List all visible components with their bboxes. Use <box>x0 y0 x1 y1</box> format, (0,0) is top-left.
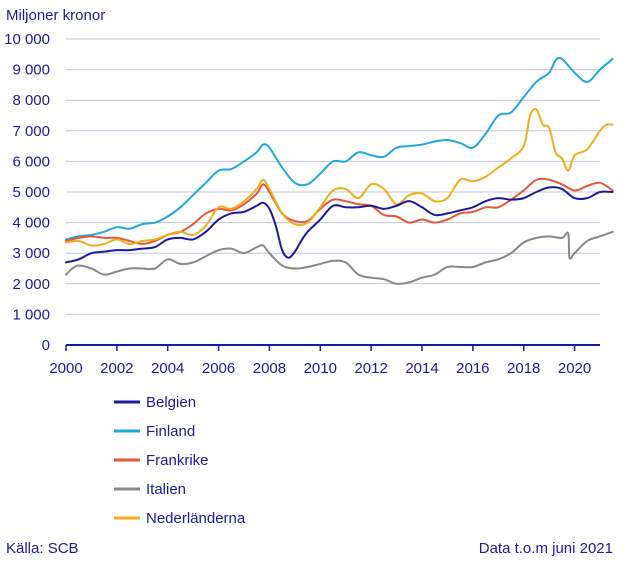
data-note: Data t.o.m juni 2021 <box>479 540 613 557</box>
y-axis-title: Miljoner kronor <box>6 7 105 24</box>
x-tick-label: 2020 <box>558 360 591 377</box>
series-line-finland <box>65 56 614 241</box>
y-tick-label: 1 000 <box>12 306 50 323</box>
series-line-italien <box>65 230 614 285</box>
y-tick-label: 7 000 <box>12 123 50 140</box>
y-tick-label: 8 000 <box>12 92 50 109</box>
legend-label-italien: Italien <box>146 481 186 498</box>
legend-label-frankrike: Frankrike <box>146 452 209 469</box>
y-tick-label: 6 000 <box>12 153 50 170</box>
y-tick-label: 4 000 <box>12 215 50 232</box>
gridlines <box>66 38 600 315</box>
x-tick-label: 2018 <box>507 360 540 377</box>
x-tick-label: 2000 <box>49 360 82 377</box>
x-ticks: 2000 2002 2004 2006 2008 2010 2012 2014 2016 2018… <box>49 345 591 377</box>
y-tick-label: 9 000 <box>12 62 50 79</box>
x-tick-label: 2002 <box>100 360 133 377</box>
x-tick-label: 2004 <box>151 360 184 377</box>
legend-label-nederlanderna: Nederländerna <box>146 510 246 527</box>
legend-label-finland: Finland <box>146 423 195 440</box>
x-tick-label: 2014 <box>405 360 438 377</box>
y-tick-labels: 0 1 000 2 000 3 000 4 000 5 000 6 000 7 000 8 00… <box>4 31 50 354</box>
source-note: Källa: SCB <box>6 540 79 557</box>
series-line-belgien <box>65 186 614 264</box>
x-tick-label: 2012 <box>354 360 387 377</box>
x-tick-label: 2008 <box>253 360 286 377</box>
y-tick-label: 10 000 <box>4 31 50 48</box>
legend: Belgien Finland Frankrike Italien Nederlände… <box>114 394 246 527</box>
y-tick-label: 3 000 <box>12 245 50 262</box>
x-tick-label: 2006 <box>202 360 235 377</box>
x-tick-label: 2016 <box>456 360 489 377</box>
series-lines <box>65 56 614 285</box>
x-tick-label: 2010 <box>304 360 337 377</box>
y-tick-label: 5 000 <box>12 184 50 201</box>
y-tick-label: 2 000 <box>12 276 50 293</box>
legend-label-belgien: Belgien <box>146 394 196 411</box>
series-line-nederlanderna <box>65 107 614 247</box>
y-tick-label: 0 <box>42 337 50 354</box>
